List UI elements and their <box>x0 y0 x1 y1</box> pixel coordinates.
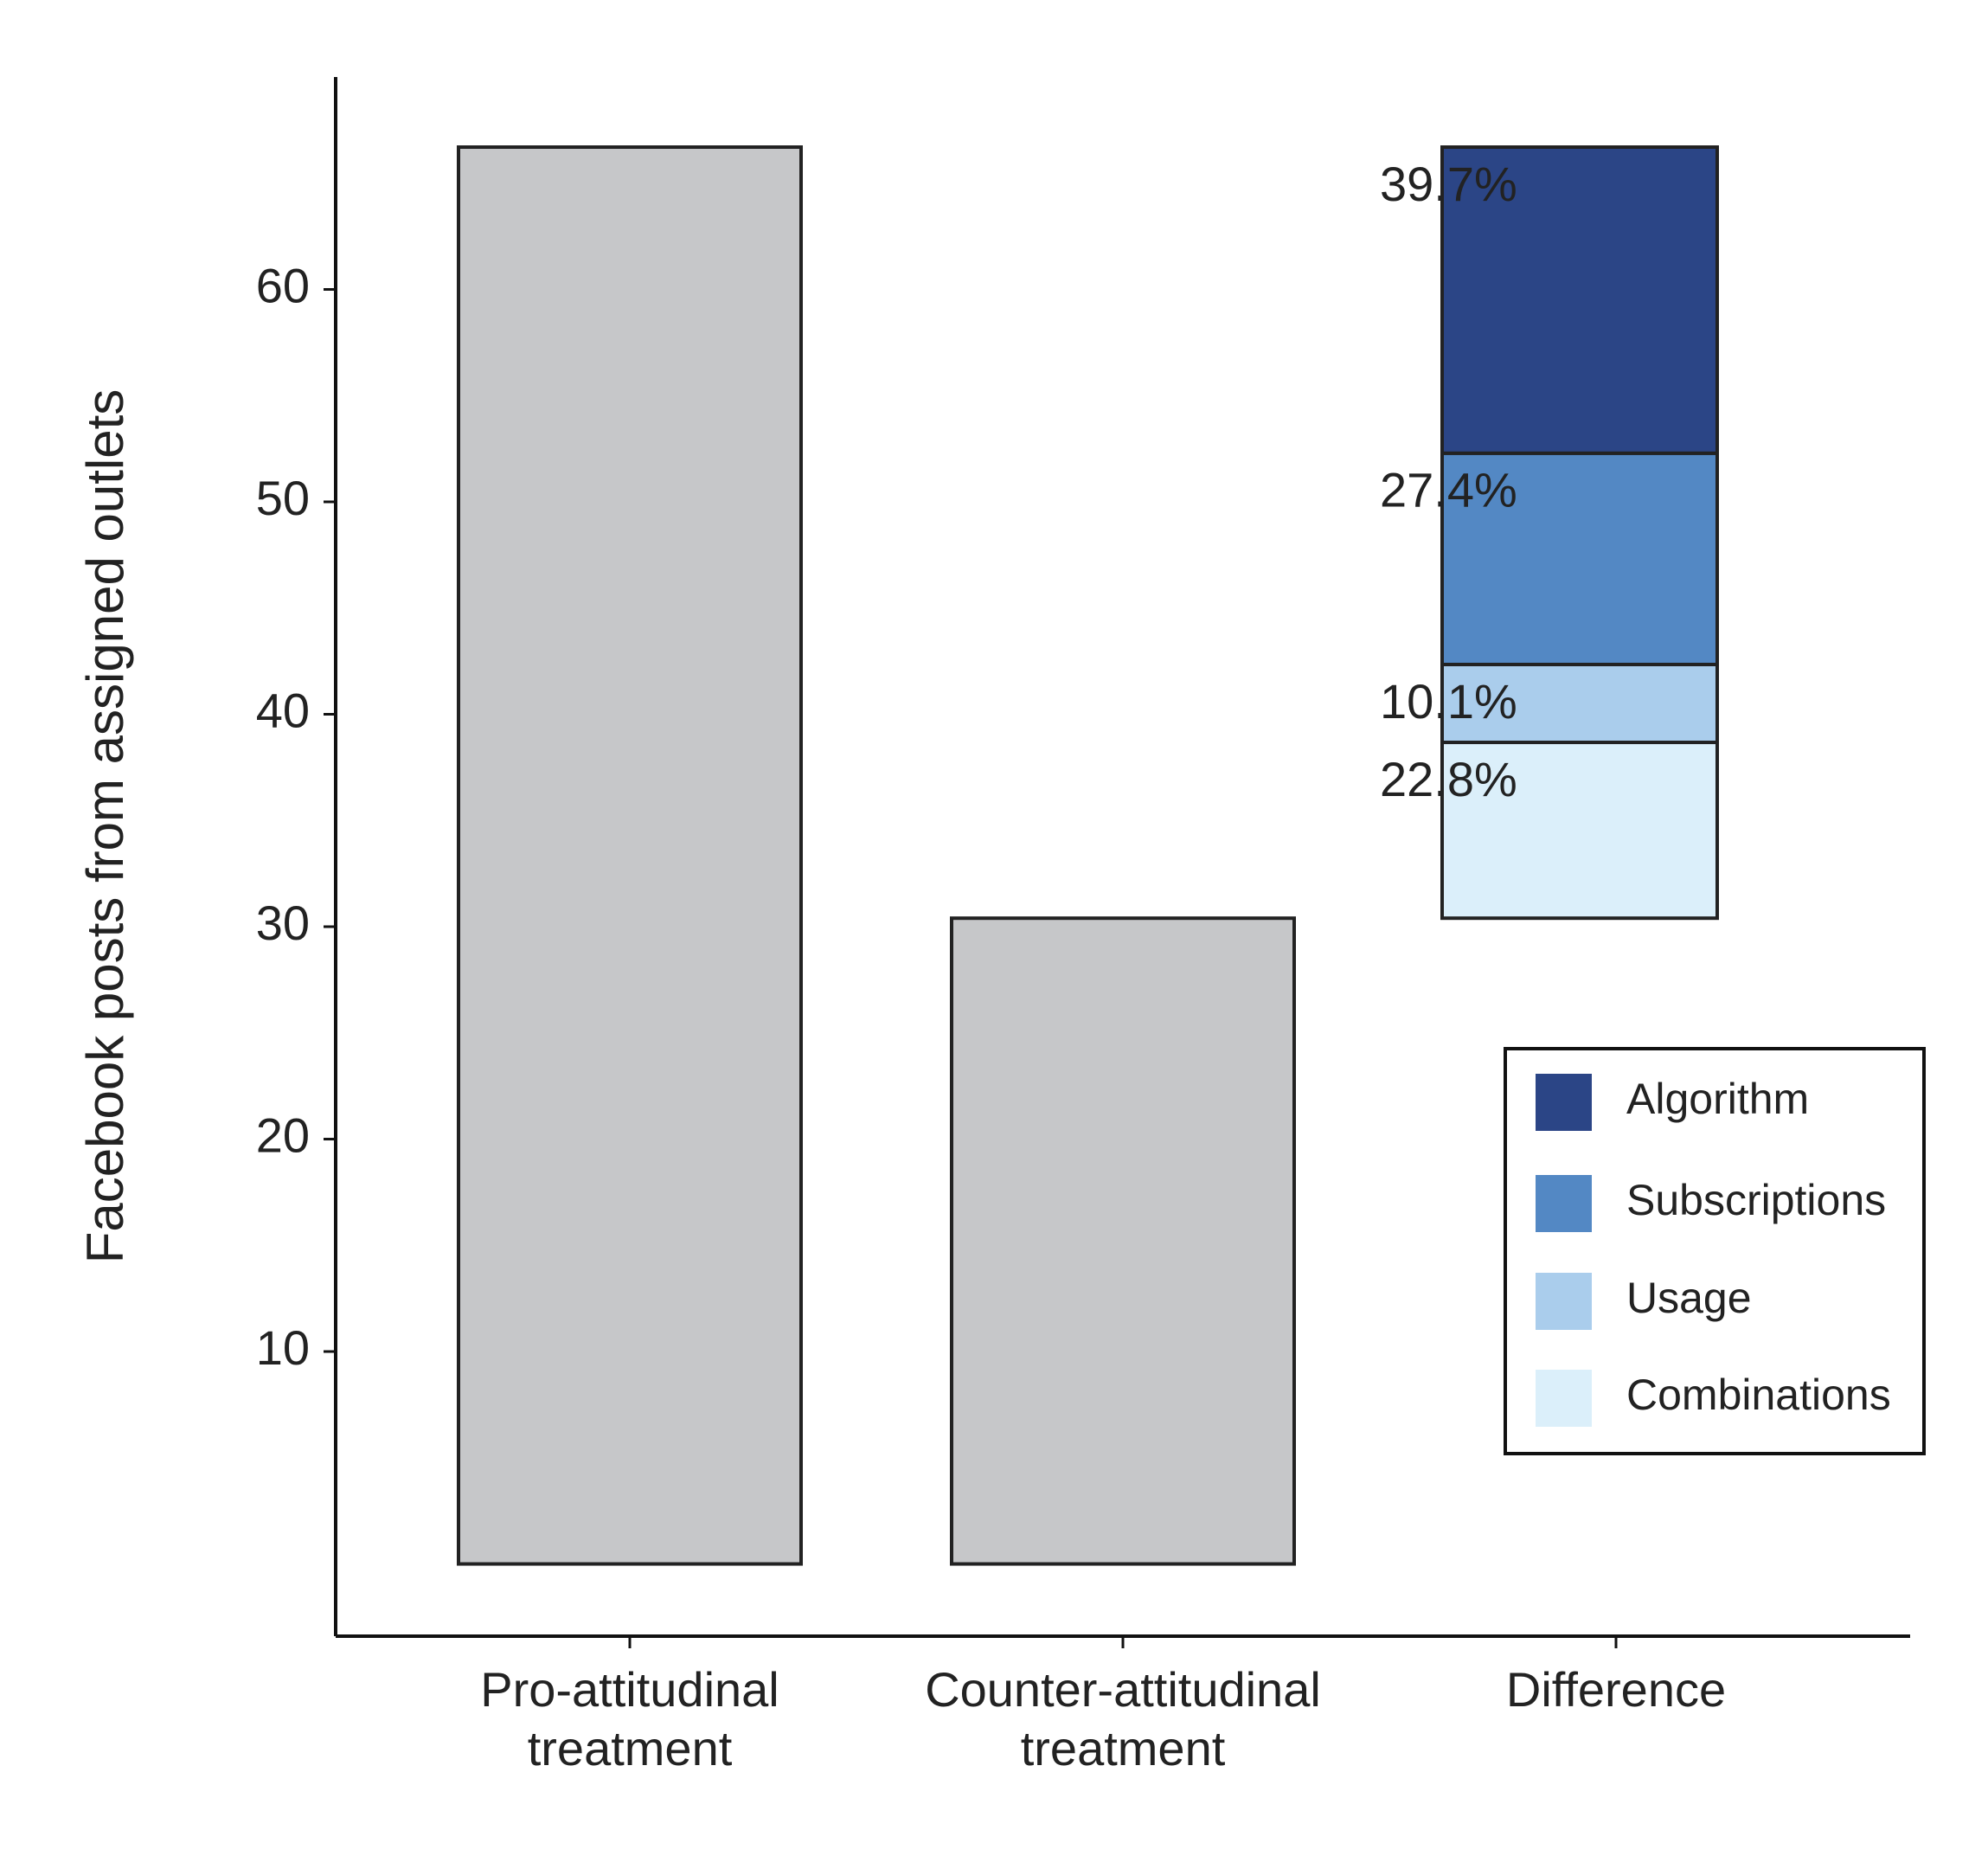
y-tick-label: 40 <box>256 683 310 737</box>
data-label: 10.1% <box>1380 674 1517 729</box>
legend-swatch <box>1536 1175 1592 1232</box>
legend-label: Usage <box>1626 1274 1752 1322</box>
y-tick-label: 30 <box>256 896 310 950</box>
bar <box>457 145 803 1566</box>
bar <box>950 916 1296 1566</box>
data-label: 39.7% <box>1380 157 1517 211</box>
legend-swatch <box>1536 1074 1592 1131</box>
y-tick-label: 60 <box>256 258 310 312</box>
legend-label: Combinations <box>1626 1371 1891 1419</box>
y-tick-label: 10 <box>256 1320 310 1375</box>
y-axis-label: Facebook posts from assigned outlets <box>76 389 134 1264</box>
legend-swatch <box>1536 1370 1592 1427</box>
x-tick-label: Difference <box>1506 1662 1726 1717</box>
stack-segment <box>1440 451 1719 666</box>
stack-segment <box>1440 741 1719 921</box>
x-tick-label: Pro-attitudinal treatment <box>480 1662 779 1775</box>
stack-segment <box>1440 662 1719 745</box>
y-tick-label: 50 <box>256 471 310 525</box>
x-tick-label: Counter-attitudinal treatment <box>925 1662 1321 1775</box>
legend-label: Algorithm <box>1626 1075 1809 1123</box>
data-label: 22.8% <box>1380 752 1517 806</box>
legend-swatch <box>1536 1273 1592 1330</box>
stack-segment <box>1440 145 1719 455</box>
y-tick-label: 20 <box>256 1108 310 1162</box>
data-label: 27.4% <box>1380 463 1517 517</box>
legend-label: Subscriptions <box>1626 1176 1886 1224</box>
